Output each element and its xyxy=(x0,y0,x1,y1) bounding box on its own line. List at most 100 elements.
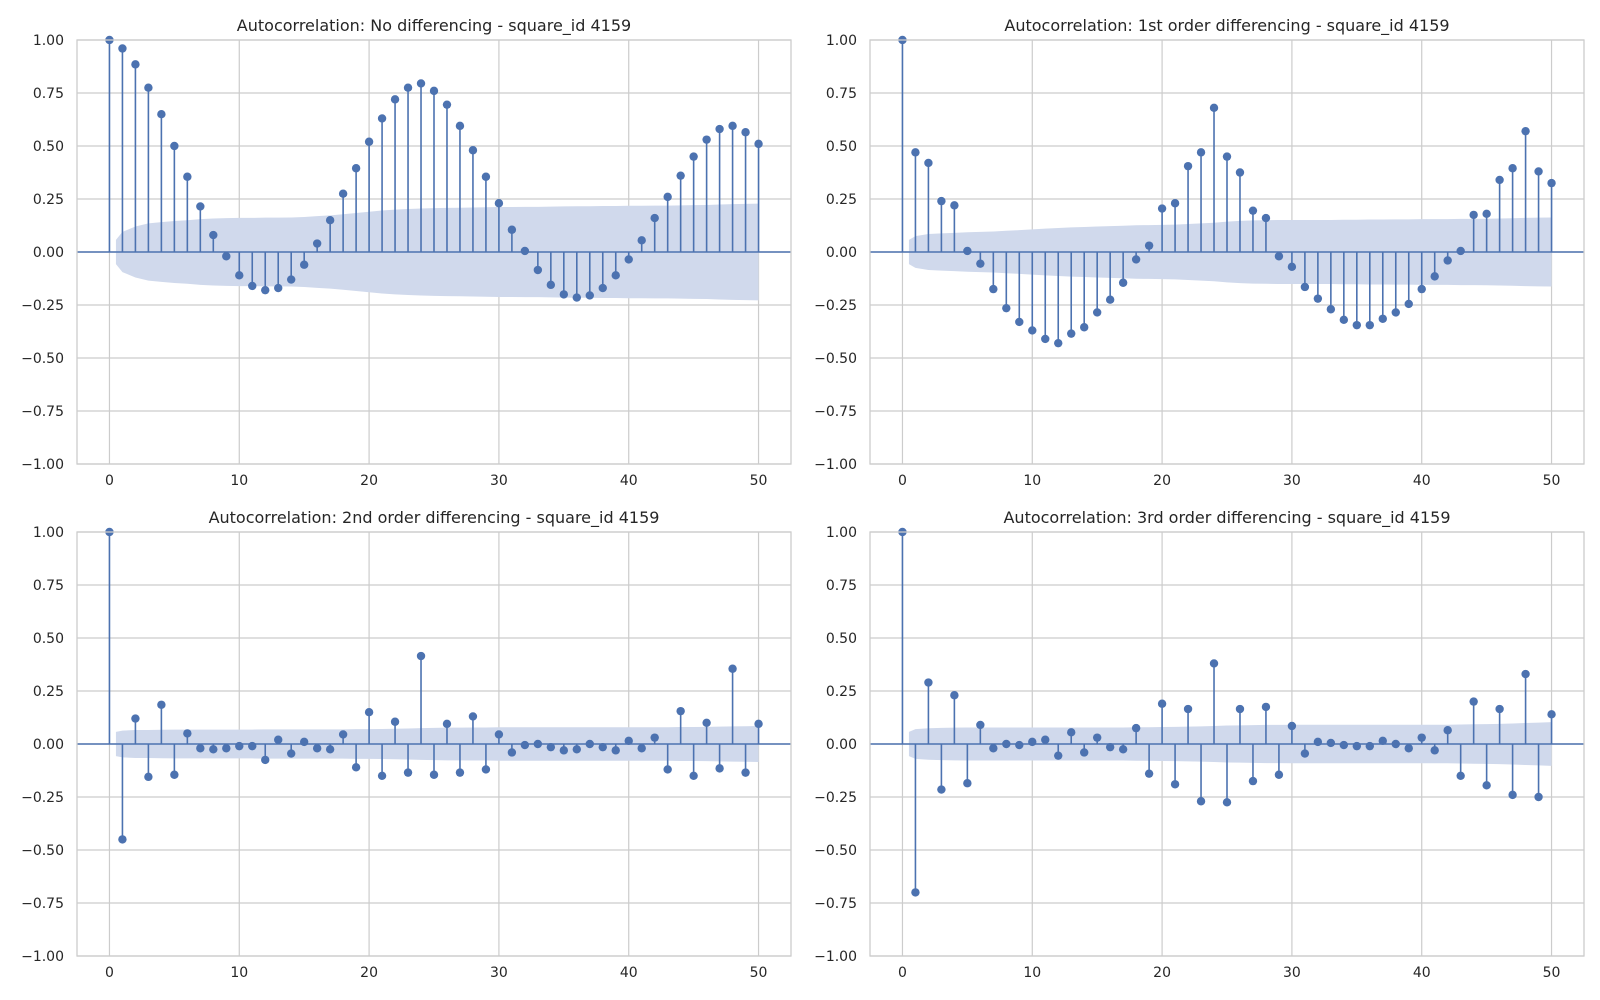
acf-point xyxy=(1041,334,1050,344)
y-tick-label: 0.50 xyxy=(33,631,64,647)
acf-point xyxy=(702,718,711,727)
acf-point xyxy=(299,260,309,269)
acf-point xyxy=(1248,206,1258,215)
acf-point xyxy=(1183,704,1193,714)
acf-point xyxy=(481,172,491,181)
acf-point xyxy=(261,755,270,765)
acf-point xyxy=(976,720,985,730)
acf-point xyxy=(209,745,218,754)
acf-point xyxy=(989,284,998,294)
acf-point xyxy=(1131,255,1141,264)
chart-title: Autocorrelation: 2nd order differencing … xyxy=(209,508,660,528)
y-tick-label: 0.50 xyxy=(826,139,857,155)
y-tick-label: −0.50 xyxy=(814,351,857,367)
acf-point xyxy=(1196,148,1206,157)
acf-point xyxy=(1443,256,1452,265)
x-tick-label: 10 xyxy=(1023,965,1041,981)
acf-point xyxy=(937,196,946,206)
acf-point xyxy=(507,225,517,234)
acf-point xyxy=(1209,103,1219,113)
acf-point xyxy=(1118,745,1128,754)
x-tick-label: 0 xyxy=(898,473,907,489)
acf-point xyxy=(1105,295,1115,304)
acf-point xyxy=(1222,798,1232,807)
acf-point xyxy=(1521,126,1530,136)
y-tick-label: −0.75 xyxy=(21,404,64,420)
acf-panel-2: 0 10 20 30 40 50 1.00 0.75 0.50 0.25 0.00 −0.25 −0.5… xyxy=(814,16,1585,489)
acf-point xyxy=(1508,164,1517,173)
acf-point xyxy=(1391,739,1400,749)
acf-point xyxy=(1054,338,1063,348)
axes-frame xyxy=(76,531,792,957)
x-tick-label: 50 xyxy=(1543,965,1561,981)
acf-point xyxy=(728,121,737,131)
acf-point xyxy=(390,717,400,726)
acf-point xyxy=(481,765,491,774)
acf-point xyxy=(1443,726,1452,735)
acf-point xyxy=(1508,790,1517,800)
acf-point xyxy=(1482,209,1491,219)
acf-point xyxy=(1222,152,1232,161)
y-tick-label: −0.50 xyxy=(814,843,857,859)
acf-point xyxy=(520,246,530,256)
y-tick-label: 0.75 xyxy=(826,578,857,594)
acf-point xyxy=(585,291,594,300)
acf-point xyxy=(546,280,556,290)
acf-point xyxy=(572,293,581,302)
acf-point xyxy=(1274,770,1284,779)
acf-point xyxy=(1430,272,1439,281)
acf-point xyxy=(1495,175,1504,185)
x-tick-label: 50 xyxy=(750,965,768,981)
acf-point xyxy=(455,121,465,131)
acf-point xyxy=(1274,252,1284,261)
acf-point xyxy=(351,763,361,772)
acf-point xyxy=(1235,168,1245,177)
acf-point xyxy=(1378,314,1387,323)
acf-point xyxy=(598,283,607,293)
acf-point xyxy=(1313,737,1323,747)
acf-point xyxy=(1041,735,1050,744)
acf-point xyxy=(377,114,387,123)
acf-point xyxy=(1456,246,1465,256)
acf-point xyxy=(157,700,166,709)
acf-point xyxy=(1080,323,1089,332)
acf-point xyxy=(442,719,452,729)
acf-point xyxy=(1248,776,1258,786)
acf-point xyxy=(1456,771,1465,780)
acf-point xyxy=(261,285,270,295)
acf-point xyxy=(546,742,556,752)
y-tick-label: 0.75 xyxy=(33,86,64,102)
acf-point xyxy=(533,739,543,749)
acf-point xyxy=(1534,792,1543,802)
acf-point xyxy=(455,768,465,777)
acf-point xyxy=(287,749,296,758)
x-tick-label: 10 xyxy=(230,965,248,981)
acf-point xyxy=(1183,161,1193,171)
y-tick-label: 0.00 xyxy=(826,245,857,261)
acf-point xyxy=(416,651,426,661)
y-tick-label: −1.00 xyxy=(814,457,857,473)
x-tick-label: 40 xyxy=(1413,965,1431,981)
y-tick-label: 0.00 xyxy=(826,737,857,753)
acf-point xyxy=(248,741,257,751)
acf-point xyxy=(1028,737,1037,747)
axes-frame xyxy=(869,531,1585,957)
acf-point xyxy=(338,730,348,739)
acf-point xyxy=(287,275,296,284)
y-tick-label: −0.75 xyxy=(814,404,857,420)
acf-panel-3: 0 10 20 30 40 50 1.00 0.75 0.50 0.25 0.00 −0.25 −0.5… xyxy=(21,508,792,981)
acf-point xyxy=(1287,262,1297,272)
x-tick-label: 20 xyxy=(1153,965,1171,981)
y-tick-label: 0.25 xyxy=(826,684,857,700)
acf-point xyxy=(183,729,192,738)
acf-point xyxy=(1326,305,1336,314)
x-tick-label: 30 xyxy=(490,473,508,489)
acf-point xyxy=(131,60,140,69)
acf-point xyxy=(312,239,322,248)
acf-point xyxy=(144,772,153,782)
acf-point xyxy=(403,768,413,777)
acf-point xyxy=(1339,315,1349,325)
acf-point xyxy=(702,135,711,144)
acf-point xyxy=(1365,741,1375,751)
